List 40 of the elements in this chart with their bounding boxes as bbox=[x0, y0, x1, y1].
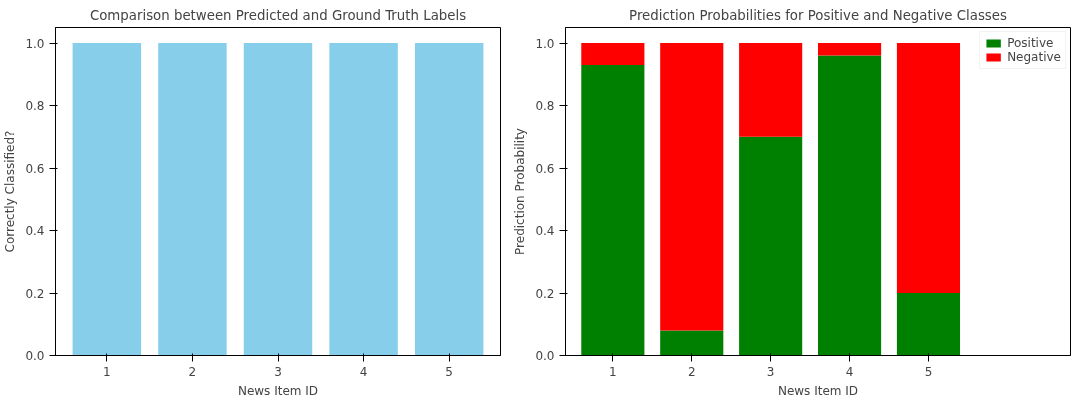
bar bbox=[581, 43, 645, 65]
x-tick-label: 3 bbox=[766, 364, 775, 379]
bar bbox=[818, 43, 882, 56]
y-tick-label: 0.0 bbox=[25, 349, 45, 363]
y-tick-label: 1.0 bbox=[25, 36, 45, 51]
x-tick-label: 5 bbox=[924, 364, 933, 379]
x-tick-label: 5 bbox=[445, 364, 453, 379]
y-axis-title: Prediction Probability bbox=[513, 128, 528, 255]
bar bbox=[581, 64, 645, 356]
y-tick-label: 0.4 bbox=[25, 224, 45, 239]
y-tick-label: 0.6 bbox=[25, 161, 45, 176]
bar bbox=[896, 43, 961, 294]
legend-label: Positive bbox=[1007, 36, 1054, 50]
chart-title: Comparison between Predicted and Ground Truth Labels bbox=[89, 7, 467, 23]
y-tick-label: 0.2 bbox=[25, 286, 45, 301]
chart-title: Prediction Probabilities for Positive and Negative Classes bbox=[629, 7, 1007, 23]
y-tick-label: 0.6 bbox=[535, 161, 555, 176]
x-tick-label: 3 bbox=[274, 364, 282, 379]
bar bbox=[660, 330, 724, 356]
legend-label: Negative bbox=[1007, 50, 1061, 64]
x-tick-label: 2 bbox=[188, 364, 197, 379]
y-tick-label: 0.4 bbox=[535, 224, 555, 239]
x-axis-title: News Item ID bbox=[237, 383, 319, 398]
x-tick-label: 1 bbox=[103, 364, 111, 379]
x-axis-title: News Item ID bbox=[777, 383, 859, 398]
x-tick-label: 4 bbox=[359, 364, 368, 379]
bar bbox=[660, 43, 724, 331]
y-tick-label: 0.2 bbox=[535, 286, 555, 301]
x-tick-label: 1 bbox=[609, 364, 617, 379]
y-tick-label: 0.8 bbox=[25, 99, 45, 114]
bar bbox=[739, 43, 803, 137]
x-tick-label: 2 bbox=[687, 364, 696, 379]
x-tick-label: 4 bbox=[845, 364, 854, 379]
y-tick-label: 1.0 bbox=[535, 36, 555, 51]
bar bbox=[818, 55, 882, 356]
y-axis-title: Correctly Classified? bbox=[3, 130, 18, 253]
y-tick-label: 0.8 bbox=[535, 99, 555, 114]
bar bbox=[896, 293, 961, 356]
y-tick-label: 0.0 bbox=[535, 349, 555, 363]
bar bbox=[739, 136, 803, 356]
